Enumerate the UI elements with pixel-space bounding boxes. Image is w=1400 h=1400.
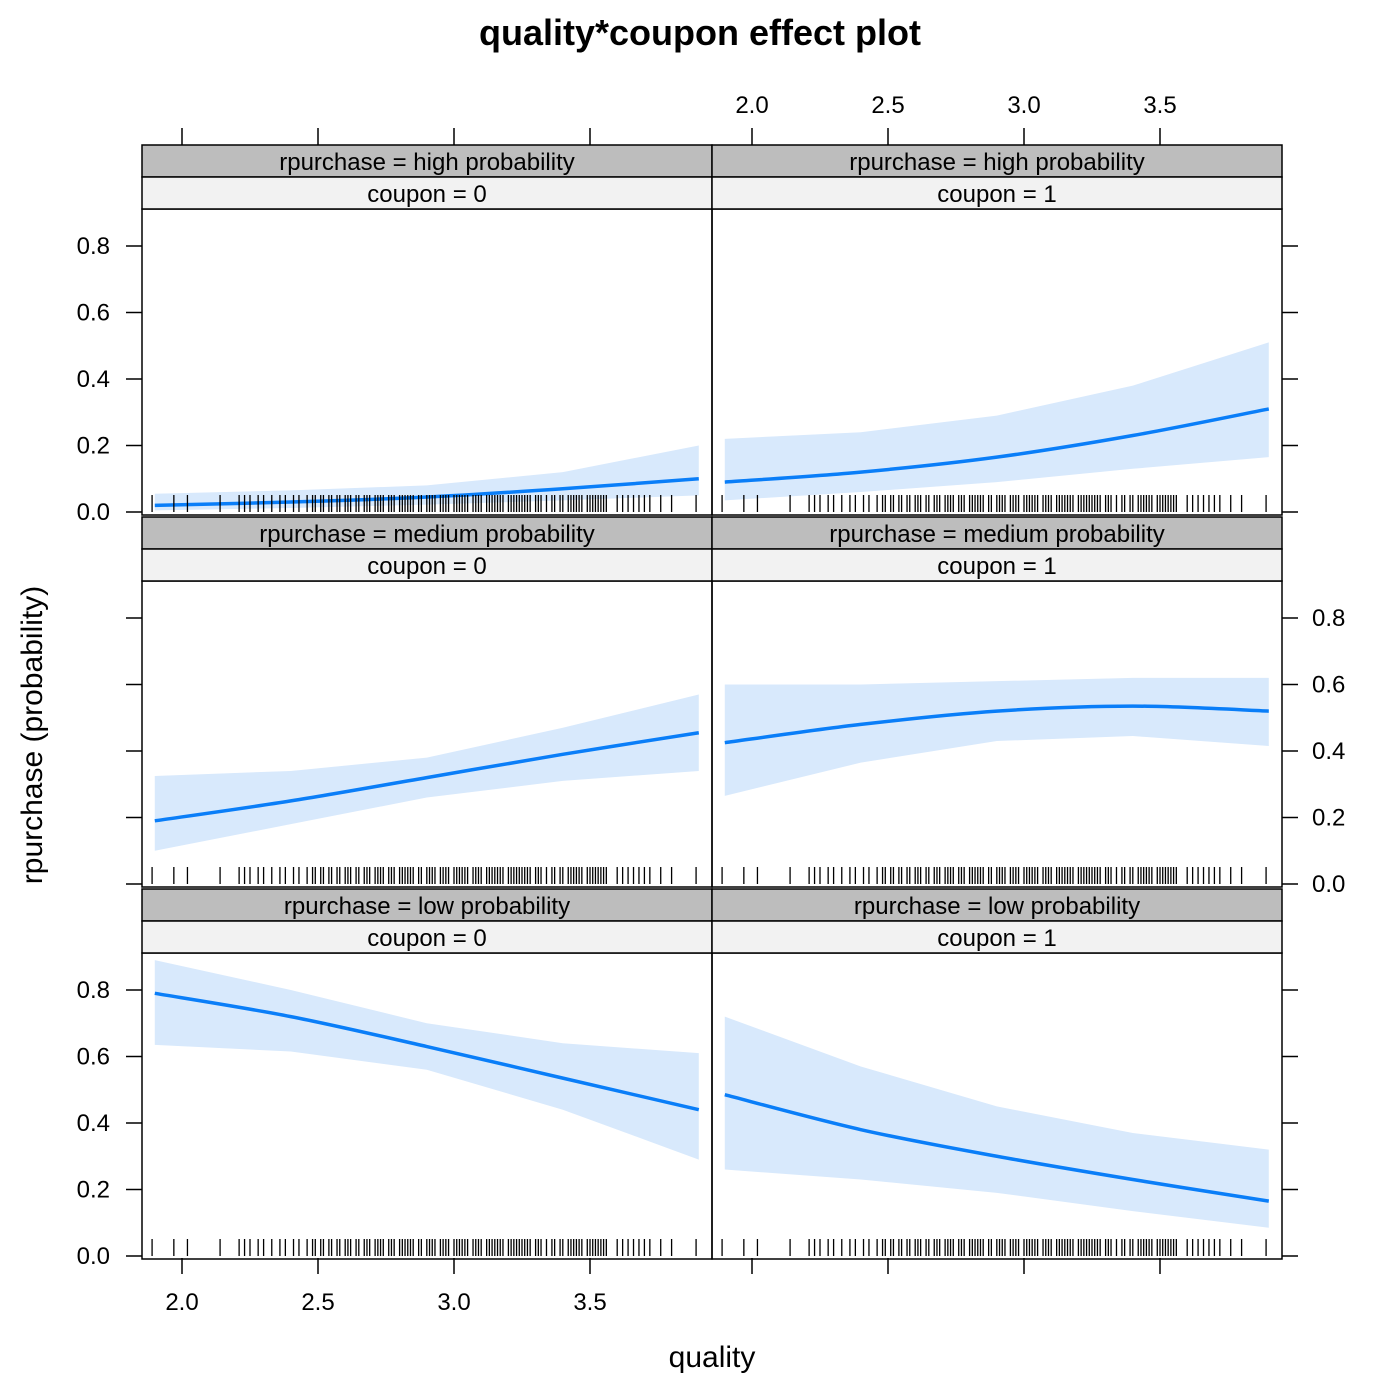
fit-line (724, 704, 1269, 745)
y-tick-label: 0.0 (1312, 871, 1345, 898)
y-tick-label: 0.6 (77, 1044, 110, 1071)
strip-variable-label: rpurchase = high probability (849, 149, 1145, 176)
fit-line (724, 1093, 1270, 1203)
y-tick-label: 0.4 (77, 1110, 110, 1137)
strip-coupon (141, 176, 713, 210)
panel-0: rpurchase = high probability coupon = 0 (141, 144, 713, 516)
y-tick-label: 0.8 (77, 977, 110, 1004)
strip-coupon-label: coupon = 0 (367, 553, 486, 580)
strip-variable (711, 516, 1283, 550)
confidence-band (154, 694, 699, 851)
strip-variable-label: rpurchase = low probability (284, 893, 570, 920)
x-tick-label: 2.5 (871, 92, 904, 119)
x-tick-label: 3.0 (1007, 92, 1040, 119)
fit-line (724, 407, 1270, 484)
y-tick-label: 0.6 (77, 300, 110, 327)
strip-variable-label: rpurchase = medium probability (829, 521, 1165, 548)
confidence-band (154, 445, 699, 511)
panel-2: rpurchase = medium probability coupon = 0 (141, 516, 713, 888)
y-axis-label: rpurchase (probability) (16, 586, 49, 884)
x-tick-label: 2.0 (165, 1289, 198, 1316)
y-tick-label: 0.2 (77, 1177, 110, 1204)
x-tick-label: 3.5 (1143, 92, 1176, 119)
panel-3: rpurchase = medium probability coupon = 1 (711, 516, 1283, 888)
x-axis-label: quality (669, 1341, 756, 1374)
chart-title: quality*coupon effect plot (479, 12, 921, 53)
strip-coupon-label: coupon = 1 (937, 553, 1056, 580)
y-tick-label: 0.0 (77, 1243, 110, 1270)
strip-coupon (141, 548, 713, 582)
x-tick-label: 2.5 (301, 1289, 334, 1316)
x-tick-label: 3.5 (573, 1289, 606, 1316)
confidence-band (724, 677, 1269, 796)
strip-variable-label: rpurchase = medium probability (259, 521, 595, 548)
panel-1: rpurchase = high probability coupon = 1 (711, 144, 1283, 516)
strip-variable-label: rpurchase = low probability (854, 893, 1140, 920)
strip-coupon (711, 920, 1283, 954)
strip-coupon-label: coupon = 0 (367, 181, 486, 208)
y-tick-label: 0.2 (77, 433, 110, 460)
confidence-band (724, 342, 1269, 501)
strip-coupon (711, 176, 1283, 210)
panel-4: rpurchase = low probability coupon = 0 (141, 888, 713, 1260)
x-tick-label: 3.0 (437, 1289, 470, 1316)
y-tick-label: 0.8 (1312, 605, 1345, 632)
strip-coupon-label: coupon = 1 (937, 925, 1056, 952)
strip-variable-label: rpurchase = high probability (279, 149, 575, 176)
x-tick-label: 2.0 (735, 92, 768, 119)
y-tick-label: 0.2 (1312, 805, 1345, 832)
strip-coupon-label: coupon = 0 (367, 925, 486, 952)
strip-coupon (711, 548, 1283, 582)
panel-5: rpurchase = low probability coupon = 1 (711, 888, 1283, 1260)
confidence-band (724, 1016, 1269, 1228)
strip-coupon (141, 920, 713, 954)
confidence-band (154, 960, 699, 1160)
y-tick-label: 0.4 (77, 366, 110, 393)
strip-variable (711, 888, 1283, 922)
fit-line (154, 991, 700, 1112)
y-tick-label: 0.0 (77, 499, 110, 526)
y-tick-label: 0.8 (77, 233, 110, 260)
strip-variable (711, 144, 1283, 178)
fit-line (154, 730, 700, 823)
y-tick-label: 0.4 (1312, 738, 1345, 765)
strip-coupon-label: coupon = 1 (937, 181, 1056, 208)
y-tick-label: 0.6 (1312, 672, 1345, 699)
